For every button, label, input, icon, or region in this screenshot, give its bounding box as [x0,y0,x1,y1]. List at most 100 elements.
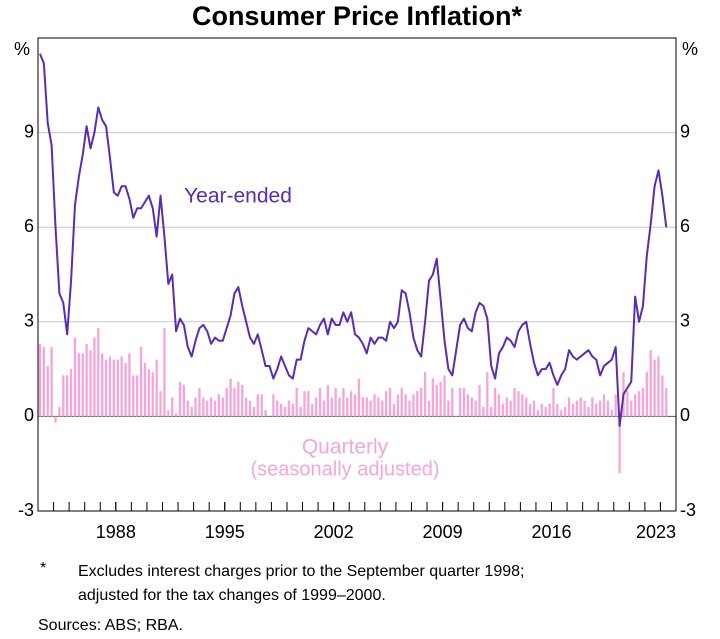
x-tick-label: 1995 [205,522,245,542]
bar [645,372,648,417]
bar [420,388,423,417]
y2-axis-unit: % [682,39,698,59]
bar [256,394,259,417]
bar [540,403,543,417]
footnote: adjusted for the tax changes of 1999–200… [78,587,386,604]
bar [139,347,143,417]
bar [318,388,322,417]
bar [486,372,489,417]
y2-tick-label: 9 [680,121,690,141]
bar [342,388,345,417]
bar [178,381,182,417]
bar [241,384,244,417]
bar [101,353,104,417]
bar [143,362,147,417]
bar [392,403,396,417]
bar [77,353,81,417]
bar [225,388,228,417]
bar [583,400,586,417]
bar [408,400,411,417]
bar [579,397,582,417]
bar [69,369,73,417]
bar [388,388,392,417]
bar [665,388,668,417]
bar [560,410,563,417]
bar [501,403,505,417]
bar [202,397,205,417]
bar [458,388,462,417]
bar [124,362,127,417]
y-tick-label: 9 [24,121,34,141]
footnote: Excludes interest charges prior to the S… [78,563,524,580]
bar [163,328,166,417]
bar [630,400,633,417]
bar [108,356,112,417]
bar [598,400,602,417]
bar [517,391,520,417]
bar [525,397,528,417]
bar [116,359,119,417]
bar [279,403,283,417]
bar [505,397,508,417]
bar [244,397,248,417]
series-label: Year-ended [184,185,292,208]
bar [373,394,376,417]
bar [283,406,287,417]
bar [587,406,590,417]
y2-tick-label: -3 [680,500,696,520]
y-tick-label: 3 [24,311,34,331]
bar [427,400,431,417]
bar [602,394,606,417]
bar [112,359,116,417]
bar [466,394,470,417]
bar [365,397,368,417]
bar [104,359,108,417]
bar [291,403,294,417]
bar [385,391,388,417]
bar [443,375,446,417]
bar [661,375,664,417]
bar [591,397,594,417]
bar [186,400,189,417]
bar [54,416,57,423]
bar [326,384,329,417]
bar [276,400,279,417]
bar [338,397,341,417]
bar [213,400,217,417]
bar [268,416,271,417]
bar [264,410,267,417]
bar [62,375,65,417]
bar [159,391,162,417]
bar [151,372,154,417]
bar [606,400,610,417]
bar [653,359,656,417]
bar [237,381,240,417]
bar [73,337,77,417]
bar [478,384,481,417]
bar [303,391,306,417]
bar [610,410,613,417]
footnote-marker: * [40,560,46,577]
chart-title: Consumer Price Inflation* [192,1,523,31]
bar [462,388,466,417]
bar [649,350,652,417]
bar [377,397,380,417]
bar [248,400,252,417]
bar [322,400,326,417]
bar [194,397,197,417]
bar [311,403,314,417]
bar [474,400,477,417]
bar [575,400,578,417]
bar [38,343,42,417]
x-tick-label: 2009 [423,522,463,542]
bar [209,397,213,417]
bar [532,400,536,417]
bar [334,388,337,417]
series-label: Quarterly [302,436,389,459]
bar [423,372,427,417]
bar [97,328,100,417]
bar [346,397,349,417]
bar [58,406,61,417]
bar [120,356,123,417]
bar [618,416,621,474]
